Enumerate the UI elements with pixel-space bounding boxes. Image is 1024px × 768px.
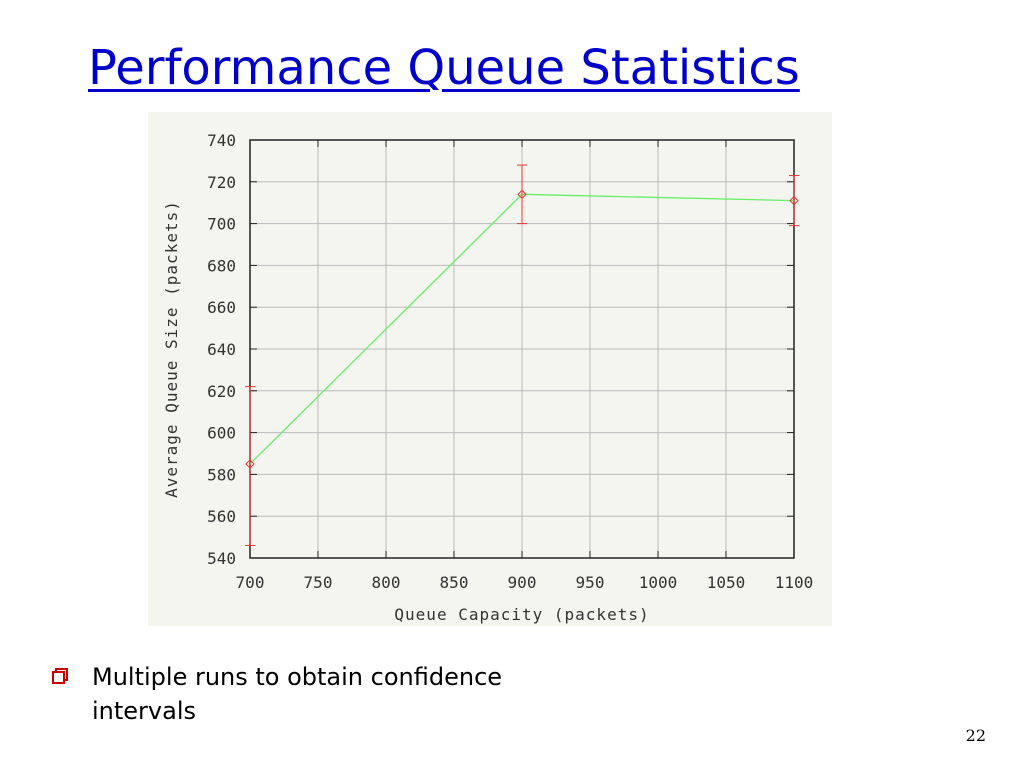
- x-axis-tick-labels: 700 750 800 850 900 950 1000 1050 1100: [236, 573, 814, 592]
- y-tick-label: 720: [207, 173, 236, 192]
- y-tick-label: 540: [207, 549, 236, 568]
- x-tick-label: 850: [440, 573, 469, 592]
- chart-panel: 700 750 800 850 900 950 1000 1050 1100 540 560 580…: [148, 112, 832, 626]
- x-axis-label: Queue Capacity (packets): [394, 605, 649, 624]
- hollow-square-bullet-icon: [52, 668, 68, 684]
- x-tick-label: 1000: [639, 573, 678, 592]
- data-point: [245, 459, 255, 469]
- data-point: [517, 189, 527, 200]
- page-title: Performance Queue Statistics: [88, 40, 800, 96]
- y-tick-label: 680: [207, 256, 236, 275]
- y-axis-tick-labels: 540 560 580 600 620 640 660 680 700 720 740: [207, 131, 236, 568]
- error-bar: [789, 175, 799, 227]
- y-tick-label: 640: [207, 340, 236, 359]
- error-bar: [517, 164, 527, 225]
- y-tick-label: 660: [207, 298, 236, 317]
- y-tick-label: 620: [207, 382, 236, 401]
- bullet-item: Multiple runs to obtain confidence inter…: [92, 663, 503, 725]
- x-tick-label: 900: [508, 573, 537, 592]
- x-tick-label: 1100: [775, 573, 814, 592]
- error-bar: [245, 386, 255, 546]
- y-tick-label: 740: [207, 131, 236, 150]
- axis-ticks: [249, 139, 795, 559]
- x-tick-label: 950: [576, 573, 605, 592]
- y-tick-label: 600: [207, 424, 236, 443]
- slide-number: 22: [965, 726, 986, 745]
- line-chart: 700 750 800 850 900 950 1000 1050 1100 540 560 580…: [162, 131, 814, 624]
- x-tick-label: 700: [236, 573, 265, 592]
- y-tick-label: 560: [207, 507, 236, 526]
- y-tick-label: 700: [207, 215, 236, 234]
- y-tick-label: 580: [207, 465, 236, 484]
- data-point: [789, 195, 799, 206]
- y-axis-label: Average Queue Size (packets): [162, 200, 181, 498]
- x-tick-label: 750: [304, 573, 333, 592]
- x-tick-label: 1050: [707, 573, 746, 592]
- x-tick-label: 800: [372, 573, 401, 592]
- series-layer: [245, 164, 799, 546]
